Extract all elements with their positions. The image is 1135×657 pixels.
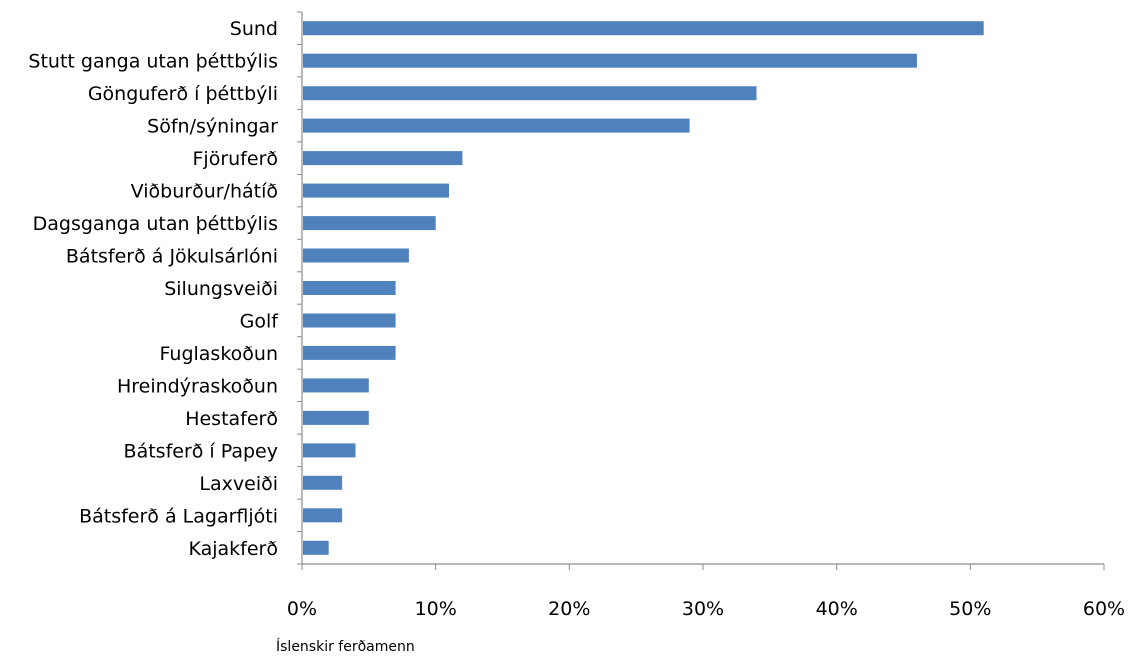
bar-1 (303, 53, 917, 68)
category-label: Golf (240, 311, 280, 333)
bar-8 (303, 281, 396, 295)
category-label: Laxveiði (199, 473, 278, 495)
category-label: Stutt ganga utan þéttbýlis (28, 51, 278, 73)
bar-14 (303, 475, 343, 490)
category-label: Sund (230, 18, 278, 40)
bars-layer (303, 21, 984, 555)
category-label: Silungsveiði (164, 278, 278, 300)
x-tick-label: 60% (1083, 598, 1125, 620)
x-tick-label: 20% (548, 598, 590, 620)
x-tick-label: 50% (949, 598, 991, 620)
bar-0 (303, 21, 984, 36)
category-label: Dagsganga utan þéttbýlis (33, 213, 278, 235)
bar-11 (303, 378, 369, 393)
axes-layer (297, 11, 1105, 570)
category-label: Fuglaskoðun (160, 343, 278, 365)
x-tick-label: 0% (287, 598, 317, 620)
category-label: Viðburður/hátíð (131, 181, 278, 203)
bar-2 (303, 86, 757, 101)
x-axis-title: Íslenskir ferðamenn (276, 638, 415, 655)
category-label: Kajakferð (188, 538, 278, 560)
x-tick-label: 10% (415, 598, 457, 620)
bar-3 (303, 118, 690, 133)
bar-12 (303, 410, 369, 425)
labels-layer: Sund Stutt ganga utan þéttbýlis Gönguferð … (28, 18, 1125, 620)
bar-10 (303, 345, 396, 360)
category-label: Gönguferð í þéttbýli (88, 83, 278, 105)
bar-6 (303, 216, 436, 231)
bar-16 (303, 540, 329, 555)
category-label: Hestaferð (185, 408, 278, 430)
bar-5 (303, 183, 449, 198)
bar-15 (303, 508, 343, 523)
bar-13 (303, 443, 356, 458)
category-label: Bátsferð á Lagarfljóti (79, 505, 278, 527)
bar-7 (303, 248, 409, 263)
category-label: Bátsferð á Jökulsárlóni (66, 246, 278, 268)
category-label: Fjöruferð (193, 148, 279, 170)
category-label: Hreindýraskoðun (117, 375, 278, 397)
x-tick-label: 40% (816, 598, 858, 620)
bar-9 (303, 313, 396, 328)
bar-4 (303, 151, 463, 166)
x-tick-label: 30% (682, 598, 724, 620)
category-label: Söfn/sýningar (147, 116, 278, 138)
category-label: Bátsferð í Papey (124, 440, 278, 462)
